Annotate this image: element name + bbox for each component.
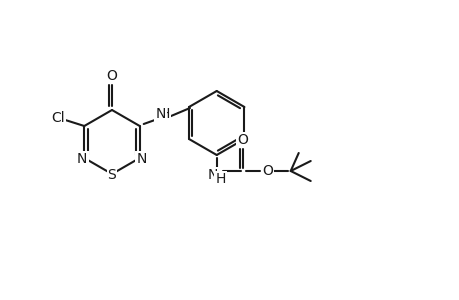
Text: O: O bbox=[237, 133, 247, 147]
Text: O: O bbox=[262, 164, 273, 178]
Text: N: N bbox=[77, 152, 87, 166]
Text: H: H bbox=[215, 172, 225, 186]
Text: N: N bbox=[136, 152, 146, 166]
Text: Cl: Cl bbox=[51, 111, 65, 125]
Text: H: H bbox=[159, 107, 169, 121]
Text: N: N bbox=[155, 107, 166, 121]
Text: N: N bbox=[207, 168, 218, 182]
Text: O: O bbox=[106, 69, 117, 83]
Text: S: S bbox=[107, 168, 116, 182]
